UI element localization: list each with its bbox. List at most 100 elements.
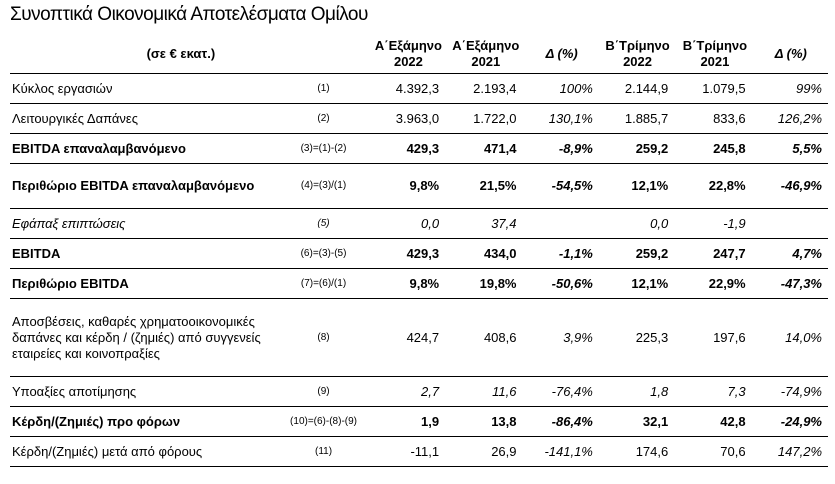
row-label: Περιθώριο EBITDA	[12, 275, 129, 291]
row-ebitda: EBITDA (6)=(3)-(5) 429,3 434,0 -1,1% 259…	[10, 239, 828, 269]
cell-h1-2021: 26,9	[491, 443, 517, 459]
cell-delta-2: 147,2%	[777, 443, 822, 459]
row-impairments: Υποαξίες αποτίμησης (9) 2,7 11,6 -76,4% …	[10, 377, 828, 407]
cell-h1-2022: 3.963,0	[395, 110, 440, 126]
header-q2-2021: Β΄Τρίμηνο 2021	[676, 34, 754, 74]
row-label: Κέρδη/(Ζημιές) μετά από φόρους	[12, 443, 203, 459]
cell-h1-2022: 0,0	[421, 215, 440, 231]
row-revenue: Κύκλος εργασιών (1) 4.392,3 2.193,4 100%…	[10, 74, 828, 104]
cell-q2-2022: 259,2	[635, 140, 669, 156]
row-label: Κύκλος εργασιών	[12, 80, 113, 96]
row-ebitda-margin: Περιθώριο EBITDA (7)=(6)/(1) 9,8% 19,8% …	[10, 269, 828, 299]
cell-h1-2022: 429,3	[406, 245, 440, 261]
unit-header: (σε € εκατ.)	[10, 34, 370, 74]
cell-delta-2: 4,7%	[792, 245, 822, 261]
row-formula: (11)	[315, 445, 333, 457]
cell-delta-1: -76,4%	[551, 383, 593, 399]
cell-q2-2022: 32,1	[642, 413, 669, 429]
cell-delta-2: 99%	[795, 80, 822, 96]
cell-h1-2021: 471,4	[483, 140, 517, 156]
cell-delta-2: 126,2%	[777, 110, 822, 126]
header-delta-2: Δ (%)	[753, 34, 828, 74]
row-operating-expenses: Λειτουργικές Δαπάνες (2) 3.963,0 1.722,0…	[10, 104, 828, 134]
cell-delta-2: -46,9%	[780, 178, 822, 193]
header-h1-2021: Α΄Εξάμηνο 2021	[447, 34, 525, 74]
row-label: EBITDA επαναλαμβανόμενο	[12, 140, 186, 156]
row-profit-before-tax: Κέρδη/(Ζημιές) προ φόρων (10)=(6)-(8)-(9…	[10, 407, 828, 437]
cell-delta-1: -50,6%	[551, 275, 593, 291]
cell-h1-2021: 1.722,0	[473, 110, 517, 126]
cell-q2-2022: 12,1%	[631, 275, 669, 291]
cell-h1-2022: 4.392,3	[395, 80, 440, 96]
cell-delta-2: -24,9%	[780, 413, 822, 429]
cell-q2-2021: 247,7	[713, 245, 746, 261]
cell-q2-2021: 833,6	[713, 110, 746, 126]
cell-delta-1: -8,9%	[558, 140, 593, 156]
cell-h1-2021: 434,0	[483, 245, 517, 261]
row-label: Περιθώριο EBITDA επαναλαμβανόμενο	[12, 178, 255, 193]
cell-q2-2022: 12,1%	[631, 178, 669, 193]
row-one-off-effects: Εφάπαξ επιπτώσεις (5) 0,0 37,4 0,0 -1,9	[10, 209, 828, 239]
row-formula: (10)=(6)-(8)-(9)	[290, 415, 357, 427]
cell-q2-2022: 1,8	[650, 383, 669, 399]
row-formula: (3)=(1)-(2)	[300, 142, 347, 154]
header-q2-2022: Β΄Τρίμηνο 2022	[598, 34, 677, 74]
cell-h1-2022: 424,7	[406, 329, 440, 345]
row-label: EBITDA	[12, 245, 61, 261]
cell-q2-2021: 22,8%	[708, 178, 746, 193]
cell-q2-2021: 22,9%	[708, 275, 746, 291]
page-title: Συνοπτικά Οικονομικά Αποτελέσματα Ομίλου	[10, 4, 368, 25]
row-formula: (1)	[317, 82, 330, 94]
row-formula: (8)	[317, 331, 330, 343]
row-depreciation-finance: Αποσβέσεις, καθαρές χρηματοοικονομικές δ…	[10, 299, 828, 377]
row-formula: (6)=(3)-(5)	[300, 247, 347, 259]
cell-h1-2021: 13,8	[491, 413, 517, 429]
row-formula: (5)	[317, 217, 330, 229]
cell-h1-2022: 9,8%	[409, 178, 440, 193]
cell-delta-2: 14,0%	[785, 329, 822, 345]
row-label: Λειτουργικές Δαπάνες	[12, 110, 138, 126]
cell-delta-2	[754, 209, 828, 239]
row-label: Κέρδη/(Ζημιές) προ φόρων	[12, 413, 181, 429]
row-recurring-ebitda: EBITDA επαναλαμβανόμενο (3)=(1)-(2) 429,…	[10, 134, 828, 164]
table-header-row: (σε € εκατ.) Α΄Εξάμηνο 2022 Α΄Εξάμηνο 2021…	[10, 34, 828, 74]
cell-h1-2021: 19,8%	[479, 275, 517, 291]
header-delta-1: Δ (%)	[524, 34, 599, 74]
row-formula: (4)=(3)/(1)	[300, 180, 347, 191]
cell-q2-2022: 225,3	[635, 329, 669, 345]
row-profit-after-tax: Κέρδη/(Ζημιές) μετά από φόρους (11) -11,…	[10, 437, 828, 467]
cell-h1-2022: 2,7	[421, 383, 440, 399]
cell-q2-2021: 197,6	[713, 329, 746, 345]
cell-h1-2021: 2.193,4	[473, 80, 517, 96]
cell-delta-1: -1,1%	[558, 245, 593, 261]
cell-h1-2021: 408,6	[483, 329, 517, 345]
cell-delta-2: -74,9%	[780, 383, 822, 399]
financial-summary-table: (σε € εκατ.) Α΄Εξάμηνο 2022 Α΄Εξάμηνο 2021…	[10, 34, 828, 467]
cell-h1-2022: 429,3	[406, 140, 440, 156]
cell-delta-1: 100%	[559, 80, 593, 96]
cell-h1-2022: -11,1	[410, 443, 440, 459]
cell-q2-2022: 0,0	[650, 215, 669, 231]
cell-h1-2021: 21,5%	[479, 178, 517, 193]
header-h1-2022: Α΄Εξάμηνο 2022	[369, 34, 448, 74]
row-formula: (7)=(6)/(1)	[300, 277, 347, 289]
row-label: Αποσβέσεις, καθαρές χρηματοοικονομικές δ…	[12, 313, 261, 361]
cell-delta-1: 130,1%	[548, 110, 593, 126]
cell-q2-2022: 174,6	[635, 443, 669, 459]
cell-delta-1: -86,4%	[551, 413, 593, 429]
cell-delta-1: -141,1%	[544, 443, 593, 459]
row-label: Εφάπαξ επιπτώσεις	[12, 215, 126, 231]
cell-q2-2021: 245,8	[713, 140, 746, 156]
row-formula: (2)	[317, 112, 330, 124]
cell-h1-2022: 1,9	[421, 413, 440, 429]
row-formula: (9)	[317, 385, 330, 397]
cell-q2-2021: 7,3	[727, 383, 746, 399]
cell-q2-2022: 2.144,9	[624, 80, 669, 96]
cell-delta-2: -47,3%	[780, 275, 822, 291]
cell-delta-1	[525, 209, 599, 239]
cell-q2-2021: 70,6	[720, 443, 746, 459]
row-label: Υποαξίες αποτίμησης	[12, 383, 137, 399]
cell-delta-1: -54,5%	[551, 178, 593, 193]
cell-h1-2022: 9,8%	[409, 275, 440, 291]
cell-q2-2022: 259,2	[635, 245, 669, 261]
